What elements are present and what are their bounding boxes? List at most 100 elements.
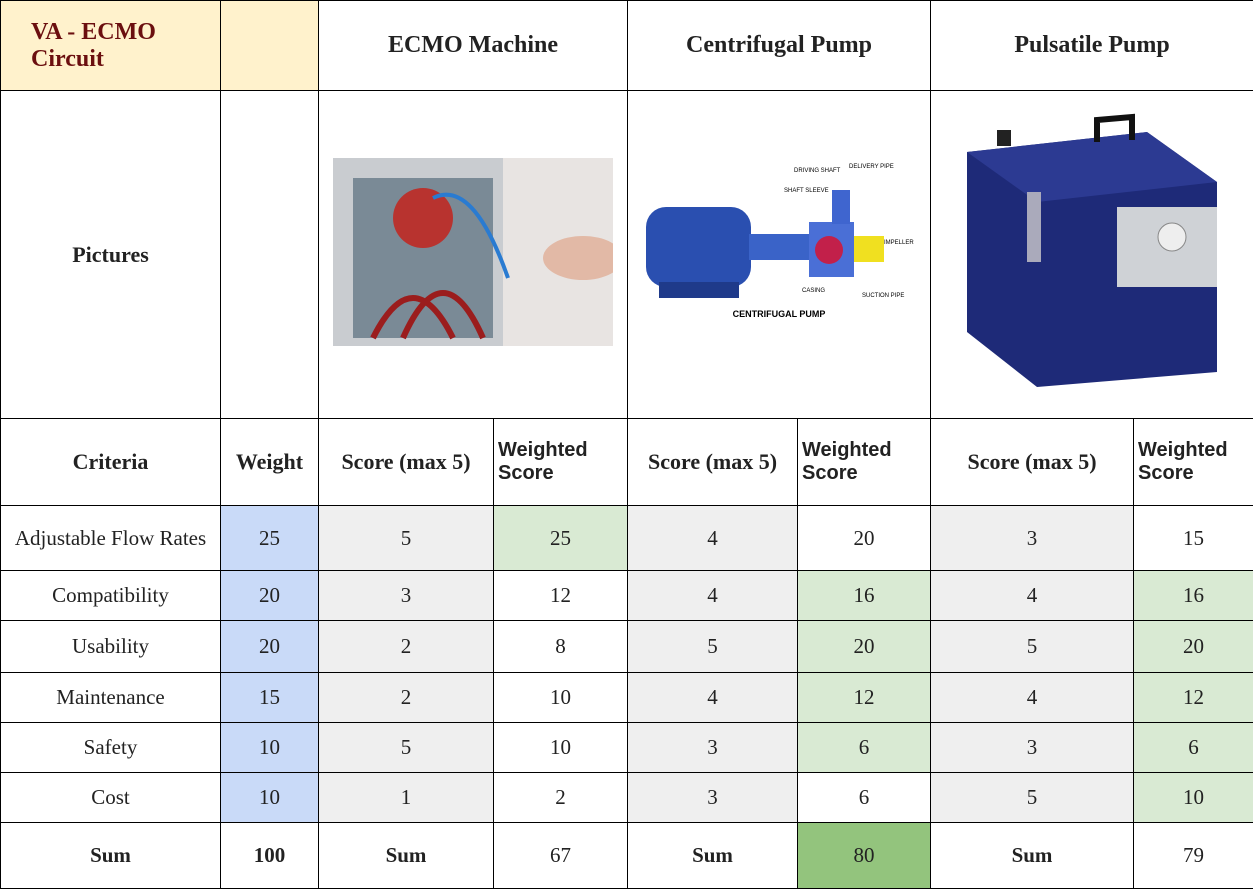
sum-cell: 80 (798, 823, 931, 889)
impeller (815, 236, 843, 264)
blank-cell (221, 1, 319, 91)
score-cell: 6 (798, 723, 931, 773)
score-cell: 4 (931, 571, 1134, 621)
sum-cell: Sum (931, 823, 1134, 889)
criterion: Maintenance (1, 673, 221, 723)
score-cell: 25 (494, 506, 628, 571)
criterion: Cost (1, 773, 221, 823)
score-cell: 4 (628, 571, 798, 621)
score-cell: 25 (221, 506, 319, 571)
score-cell: 15 (221, 673, 319, 723)
blank-cell (221, 91, 319, 419)
score-cell: 6 (1134, 723, 1253, 773)
score-cell: 20 (221, 571, 319, 621)
diagram-label: CASING (802, 288, 825, 294)
picture-cell (319, 91, 628, 419)
delivery-pipe (832, 190, 850, 224)
diagram-label: SHAFT SLEEVE (784, 188, 829, 194)
score-cell: 3 (628, 773, 798, 823)
pictures-label: Pictures (1, 91, 221, 419)
sum-cell: Sum (1, 823, 221, 889)
score-cell: 10 (221, 773, 319, 823)
score-cell: 4 (628, 506, 798, 571)
criterion: Compatibility (1, 571, 221, 621)
score-cell: 3 (931, 506, 1134, 571)
score-cell: 5 (931, 773, 1134, 823)
score-cell: 5 (931, 621, 1134, 673)
score-cell: 20 (221, 621, 319, 673)
knob (997, 130, 1011, 146)
score-cell: 12 (1134, 673, 1253, 723)
score-cell: 2 (319, 621, 494, 673)
title-cell: VA - ECMO Circuit (1, 1, 221, 91)
picture-cell: DRIVING SHAFT DELIVERY PIPE SHAFT SLEEVE… (628, 91, 931, 419)
sum-cell: Sum (628, 823, 798, 889)
score-cell: 20 (1134, 621, 1253, 673)
diagram-label: DELIVERY PIPE (849, 164, 894, 170)
score-cell: 12 (798, 673, 931, 723)
slot (1027, 192, 1041, 262)
rotor (1158, 223, 1186, 251)
ecmo-photo (333, 158, 613, 346)
score-cell: 6 (798, 773, 931, 823)
picture-cell (931, 91, 1253, 419)
diagram-label: IMPELLER (884, 240, 914, 246)
criterion: Adjustable Flow Rates (1, 506, 221, 571)
pulsatile-photo (947, 112, 1237, 392)
diagram-caption: CENTRIFUGAL PUMP (733, 309, 826, 319)
score-cell: 20 (798, 621, 931, 673)
score-cell: 5 (319, 723, 494, 773)
column-header: Criteria (1, 419, 221, 506)
sum-cell: 67 (494, 823, 628, 889)
score-cell: 10 (494, 723, 628, 773)
motor-base (659, 282, 739, 298)
pump-diagram: DRIVING SHAFT DELIVERY PIPE SHAFT SLEEVE… (634, 152, 924, 352)
column-header: Score (max 5) (628, 419, 798, 506)
score-cell: 4 (628, 673, 798, 723)
pump-head (393, 188, 453, 248)
score-cell: 5 (628, 621, 798, 673)
score-cell: 2 (494, 773, 628, 823)
column-header: Weighted Score (798, 419, 931, 506)
score-cell: 3 (319, 571, 494, 621)
score-cell: 10 (494, 673, 628, 723)
score-cell: 3 (931, 723, 1134, 773)
score-cell: 8 (494, 621, 628, 673)
score-cell: 12 (494, 571, 628, 621)
score-cell: 5 (319, 506, 494, 571)
score-cell: 16 (798, 571, 931, 621)
score-cell: 15 (1134, 506, 1253, 571)
column-header: Weight (221, 419, 319, 506)
diagram-label: DRIVING SHAFT (794, 168, 841, 174)
column-header: Weighted Score (1134, 419, 1253, 506)
criterion: Safety (1, 723, 221, 773)
score-cell: 16 (1134, 571, 1253, 621)
score-cell: 4 (931, 673, 1134, 723)
motor (646, 207, 751, 287)
score-cell: 20 (798, 506, 931, 571)
option-header: Centrifugal Pump (628, 1, 931, 91)
score-cell: 3 (628, 723, 798, 773)
suction-pipe (854, 236, 884, 262)
column-header: Score (max 5) (931, 419, 1134, 506)
score-cell: 10 (1134, 773, 1253, 823)
shaft-housing (749, 234, 809, 260)
pictures-row: Pictures DRIVING SHAFT DELIVERY PIPE SHA… (1, 91, 1253, 419)
column-header: Weighted Score (494, 419, 628, 506)
header-row: VA - ECMO Circuit ECMO Machine Centrifug… (1, 1, 1253, 91)
criterion: Usability (1, 621, 221, 673)
diagram-label: SUCTION PIPE (862, 293, 904, 299)
option-header: Pulsatile Pump (931, 1, 1253, 91)
score-cell: 2 (319, 673, 494, 723)
option-header: ECMO Machine (319, 1, 628, 91)
score-cell: 10 (221, 723, 319, 773)
